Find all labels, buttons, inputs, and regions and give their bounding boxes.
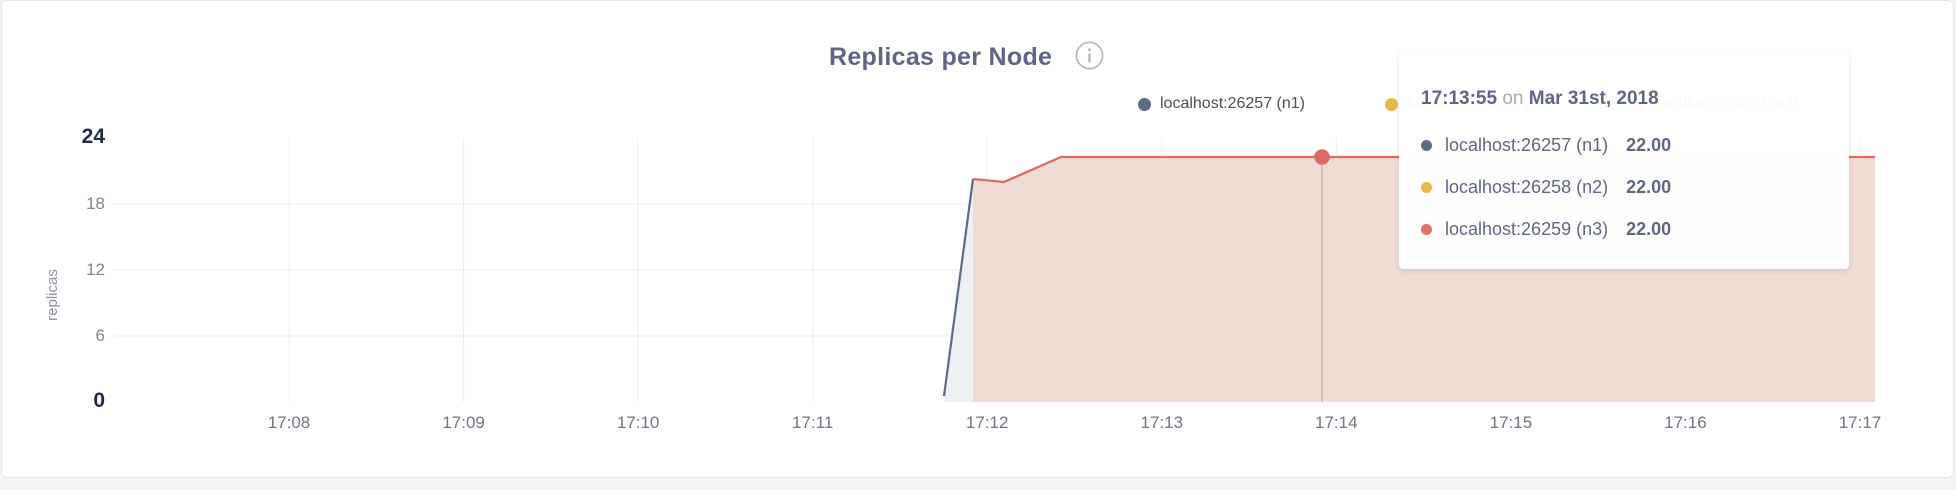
- svg-text:17:15: 17:15: [1490, 413, 1533, 432]
- svg-text:12: 12: [86, 260, 105, 279]
- svg-text:6: 6: [96, 326, 105, 345]
- svg-text:17:11: 17:11: [792, 413, 833, 432]
- svg-text:17:12: 17:12: [966, 413, 1009, 432]
- svg-text:17:17: 17:17: [1839, 413, 1882, 432]
- svg-text:24: 24: [82, 125, 106, 148]
- svg-text:17:16: 17:16: [1664, 413, 1707, 432]
- svg-text:17:14: 17:14: [1315, 413, 1358, 432]
- svg-text:17:08: 17:08: [268, 413, 311, 432]
- svg-text:17:13: 17:13: [1141, 413, 1184, 432]
- svg-text:replicas: replicas: [44, 269, 61, 321]
- svg-text:0: 0: [93, 389, 105, 412]
- svg-text:17:10: 17:10: [617, 413, 660, 432]
- svg-text:18: 18: [86, 194, 105, 213]
- svg-text:17:09: 17:09: [442, 413, 485, 432]
